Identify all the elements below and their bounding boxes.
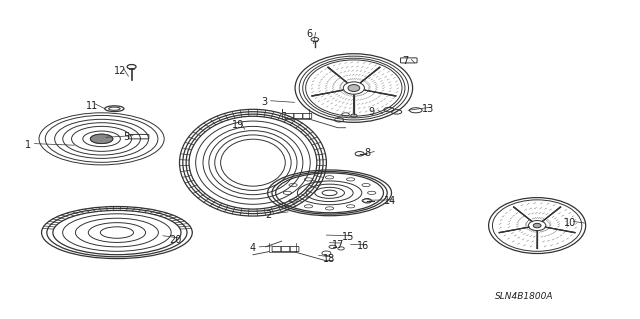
Text: 2: 2 bbox=[266, 210, 272, 220]
Text: 10: 10 bbox=[564, 218, 576, 228]
Text: 16: 16 bbox=[357, 241, 369, 251]
Text: 7: 7 bbox=[402, 56, 408, 66]
Text: 5: 5 bbox=[124, 132, 129, 142]
Text: 11: 11 bbox=[86, 100, 98, 110]
Text: SLN4B1800A: SLN4B1800A bbox=[495, 292, 554, 301]
Text: 3: 3 bbox=[261, 97, 268, 107]
Text: 12: 12 bbox=[115, 66, 127, 76]
Text: 18: 18 bbox=[323, 254, 335, 263]
Text: 9: 9 bbox=[369, 107, 374, 117]
Ellipse shape bbox=[348, 85, 360, 92]
Text: 14: 14 bbox=[384, 197, 396, 206]
Text: 19: 19 bbox=[232, 120, 244, 130]
Text: 1: 1 bbox=[25, 140, 31, 150]
Text: 15: 15 bbox=[342, 232, 355, 242]
Ellipse shape bbox=[90, 134, 113, 144]
Text: 20: 20 bbox=[170, 234, 182, 245]
Text: 6: 6 bbox=[306, 29, 312, 39]
Text: 13: 13 bbox=[422, 104, 435, 114]
Text: 8: 8 bbox=[365, 148, 371, 158]
Text: 4: 4 bbox=[250, 243, 256, 253]
Ellipse shape bbox=[533, 223, 541, 228]
Text: 17: 17 bbox=[332, 240, 344, 250]
